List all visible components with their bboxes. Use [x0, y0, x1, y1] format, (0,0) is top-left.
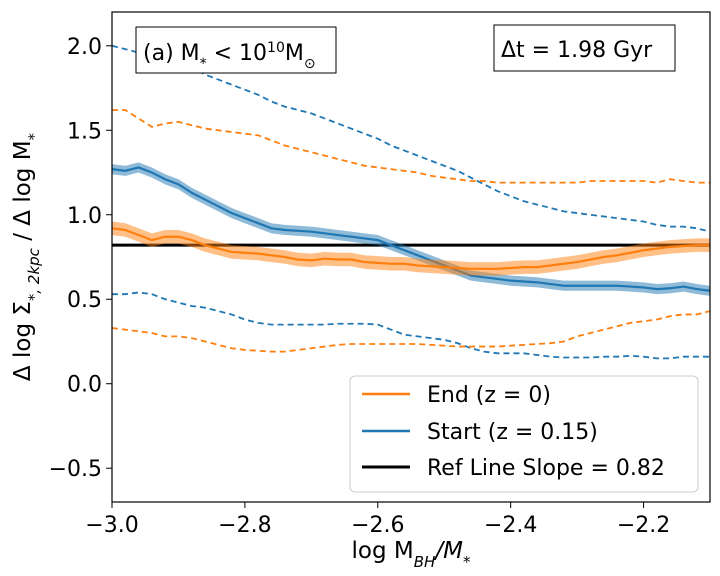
x-tick-label: −2.4 — [484, 513, 537, 538]
legend: End (z = 0) Start (z = 0.15) Ref Line Sl… — [349, 375, 699, 493]
dt-label-box: Δt = 1.98 Gyr — [493, 24, 676, 72]
y-axis-label: Δ log Σ*, 2kpc / Δ log M* — [10, 132, 43, 381]
x-tick-label: −3.0 — [85, 513, 138, 538]
dt-label-frame — [493, 24, 676, 72]
end-median-line — [112, 227, 710, 270]
panel-label-box: (a) M* < 1010M⊙ — [135, 26, 337, 74]
x-axis-label: log MBH/M* — [352, 538, 471, 571]
y-tick-label: −0.5 — [49, 457, 102, 482]
y-tick-label: 1.5 — [67, 119, 102, 144]
ticks: −3.0 −2.8 −2.6 −2.4 −2.2 −0.5 0.0 0.5 1.0 1.5 2.0 — [49, 35, 671, 538]
start-median-line — [112, 166, 710, 292]
panel-label-frame — [135, 26, 337, 74]
x-tick-label: −2.8 — [218, 513, 271, 538]
plot-area — [112, 44, 710, 360]
x-tick-label: −2.6 — [351, 513, 404, 538]
start-upper-dashed-line — [112, 44, 710, 233]
legend-label-start: Start (z = 0.15) — [427, 420, 598, 445]
legend-frame — [349, 375, 699, 493]
end-upper-dashed-line — [112, 109, 710, 184]
legend-label-ref: Ref Line Slope = 0.82 — [427, 456, 665, 481]
y-tick-label: 1.0 — [67, 204, 102, 229]
axes-frame — [111, 11, 711, 503]
legend-label-end: End (z = 0) — [427, 383, 551, 408]
y-tick-label: 2.0 — [67, 35, 102, 60]
y-tick-label: 0.5 — [67, 288, 102, 313]
start-lower-dashed-line — [112, 291, 710, 360]
end-lower-dashed-line — [112, 310, 710, 353]
y-tick-label: 0.0 — [67, 373, 102, 398]
end-median-band — [112, 221, 710, 276]
dt-label: Δt = 1.98 Gyr — [501, 38, 653, 63]
panel-label: (a) M* < 1010M⊙ — [143, 40, 316, 72]
x-tick-label: −2.2 — [617, 513, 670, 538]
